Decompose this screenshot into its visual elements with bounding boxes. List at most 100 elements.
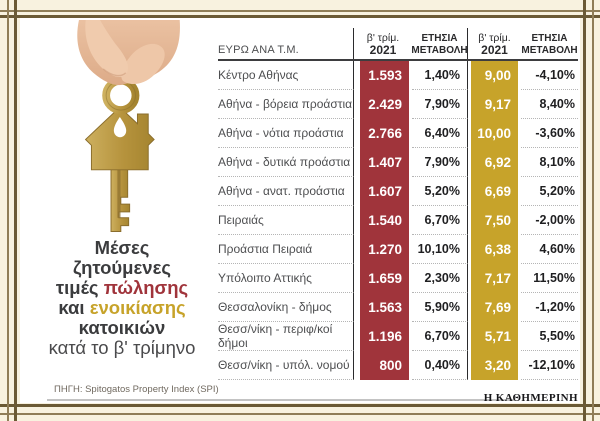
frame-line-top-thin	[0, 10, 600, 12]
row-sale-change: 10,10%	[412, 235, 468, 264]
row-rent-change: 11,50%	[521, 264, 578, 293]
row-rent-price: 9,17	[471, 90, 518, 119]
infographic-card: Μέσες ζητούμενες τιμές πώλησης και ενοικ…	[20, 10, 580, 404]
row-sale-price: 1.659	[360, 264, 409, 293]
row-rent-change: -2,00%	[521, 206, 578, 235]
table-row: Υπόλοιπο Αττικής 1.659 2,30% 7,17 11,50%	[218, 264, 578, 293]
frame-line-bottom-thick	[0, 404, 600, 407]
header-change-text: ΜΕΤΑΒΟΛΗ	[521, 44, 578, 56]
col-header-euro-per-sqm: ΕΥΡΩ ΑΝΑ Τ.Μ.	[218, 28, 354, 59]
title-line: τιμές πώλησης	[24, 278, 220, 298]
row-sale-change: 6,70%	[412, 206, 468, 235]
row-rent-change: -4,10%	[521, 61, 578, 90]
row-area-label: Προάστια Πειραιά	[218, 235, 354, 264]
table-row: Αθήνα - νότια προάστια 2.766 6,40% 10,00 -3,…	[218, 119, 578, 148]
row-rent-price: 7,50	[471, 206, 518, 235]
col-header-rent-change: ΕΤΗΣΙΑ ΜΕΤΑΒΟΛΗ	[521, 28, 578, 59]
row-area-label: Πειραιάς	[218, 206, 354, 235]
table-row: Πειραιάς 1.540 6,70% 7,50 -2,00%	[218, 206, 578, 235]
table-header: ΕΥΡΩ ΑΝΑ Τ.Μ. β' τρίμ. 2021 ΕΤΗΣΙΑ ΜΕΤΑΒ…	[218, 28, 578, 61]
row-rent-change: 4,60%	[521, 235, 578, 264]
row-rent-price: 5,71	[471, 322, 518, 351]
row-area-label: Θεσσ/νίκη - υπόλ. νομού	[218, 351, 354, 380]
row-sale-price: 1.196	[360, 322, 409, 351]
row-sale-change: 2,30%	[412, 264, 468, 293]
row-sale-change: 5,90%	[412, 293, 468, 322]
footer-rule	[47, 399, 515, 401]
row-sale-change: 1,40%	[412, 61, 468, 90]
table-row: Αθήνα - ανατ. προάστια 1.607 5,20% 6,69 5,20…	[218, 177, 578, 206]
title-line: κατοικιών	[78, 317, 166, 338]
row-rent-price: 10,00	[471, 119, 518, 148]
col-header-sale-change: ΕΤΗΣΙΑ ΜΕΤΑΒΟΛΗ	[411, 28, 468, 59]
col-header-rent-quarter: β' τρίμ. 2021	[468, 28, 521, 59]
row-rent-price: 3,20	[471, 351, 518, 380]
row-rent-price: 7,69	[471, 293, 518, 322]
row-area-label: Θεσσ/νίκη - περιφ/κοί δήμοι	[218, 322, 354, 351]
row-rent-price: 6,92	[471, 148, 518, 177]
title-line: Μέσες	[94, 237, 150, 258]
row-sale-price: 1.607	[360, 177, 409, 206]
row-sale-price: 1.593	[360, 61, 409, 90]
source-note: ΠΗΓΗ: Spitogatos Property Index (SPI)	[54, 384, 219, 395]
table-body: Κέντρο Αθήνας 1.593 1,40% 9,00 -4,10% Αθήνα -…	[218, 61, 578, 380]
row-area-label: Υπόλοιπο Αττικής	[218, 264, 354, 293]
row-area-label: Αθήνα - δυτικά προάστια	[218, 148, 354, 177]
title-line: ζητούμενες	[73, 257, 171, 278]
row-rent-change: 8,40%	[521, 90, 578, 119]
row-rent-price: 9,00	[471, 61, 518, 90]
row-sale-price: 1.407	[360, 148, 409, 177]
row-area-label: Αθήνα - νότια προάστια	[218, 119, 354, 148]
row-sale-change: 6,70%	[412, 322, 468, 351]
house-key	[84, 76, 155, 232]
price-table: ΕΥΡΩ ΑΝΑ Τ.Μ. β' τρίμ. 2021 ΕΤΗΣΙΑ ΜΕΤΑΒ…	[218, 28, 578, 380]
row-sale-price: 1.540	[360, 206, 409, 235]
row-rent-change: -1,20%	[521, 293, 578, 322]
title-text: και	[58, 297, 85, 318]
newspaper-logo: Η ΚΑΘΗΜΕΡΙΝΗ	[483, 392, 578, 404]
row-rent-price: 7,17	[471, 264, 518, 293]
header-quarter-text: β' τρίμ.	[478, 32, 511, 44]
header-year-text: 2021	[369, 42, 397, 57]
title-line: κατά το β' τρίμηνο	[48, 337, 196, 358]
row-rent-change: 5,50%	[521, 322, 578, 351]
row-rent-price: 6,69	[471, 177, 518, 206]
hand-holding-house-key-icon	[77, 10, 180, 232]
row-area-label: Αθήνα - ανατ. προάστια	[218, 177, 354, 206]
row-sale-price: 1.270	[360, 235, 409, 264]
header-change-text: ΕΤΗΣΙΑ	[421, 33, 458, 44]
frame-line-right-thin	[592, 0, 594, 421]
row-area-label: Θεσσαλονίκη - δήμος	[218, 293, 354, 322]
frame-line-top-thick	[0, 15, 600, 18]
row-sale-change: 7,90%	[412, 148, 468, 177]
title-rent-highlight: ενοικίασης	[89, 297, 186, 318]
col-header-sale-quarter: β' τρίμ. 2021	[354, 28, 412, 59]
header-quarter-text: β' τρίμ.	[366, 32, 400, 44]
row-sale-change: 0,40%	[412, 351, 468, 380]
row-area-label: Κέντρο Αθήνας	[218, 61, 354, 90]
row-rent-change: -3,60%	[521, 119, 578, 148]
table-row: Θεσσ/νίκη - περιφ/κοί δήμοι 1.196 6,70% 5,7…	[218, 322, 578, 351]
hand-key-illustration	[48, 10, 223, 255]
frame-line-right-thick	[583, 0, 586, 421]
table-row: Θεσσ/νίκη - υπόλ. νομού 800 0,40% 3,20 -12,1…	[218, 351, 578, 380]
row-sale-price: 1.563	[360, 293, 409, 322]
title-text: τιμές	[55, 277, 99, 298]
table-row: Προάστια Πειραιά 1.270 10,10% 6,38 4,60%	[218, 235, 578, 264]
table-row: Κέντρο Αθήνας 1.593 1,40% 9,00 -4,10%	[218, 61, 578, 90]
hand	[77, 10, 180, 86]
frame-line-left-thin	[7, 0, 9, 421]
infographic-title: Μέσες ζητούμενες τιμές πώλησης και ενοικ…	[24, 238, 220, 358]
row-sale-price: 2.429	[360, 90, 409, 119]
row-sale-change: 5,20%	[412, 177, 468, 206]
header-change-text: ΜΕΤΑΒΟΛΗ	[411, 44, 468, 56]
row-rent-change: 5,20%	[521, 177, 578, 206]
row-sale-price: 800	[360, 351, 409, 380]
frame-line-left-thick	[14, 0, 17, 421]
title-line: και ενοικίασης	[24, 298, 220, 318]
row-rent-change: -12,10%	[521, 351, 578, 380]
row-sale-change: 7,90%	[412, 90, 468, 119]
row-area-label: Αθήνα - βόρεια προάστια	[218, 90, 354, 119]
row-sale-change: 6,40%	[412, 119, 468, 148]
frame-line-bottom-thin	[0, 413, 600, 415]
